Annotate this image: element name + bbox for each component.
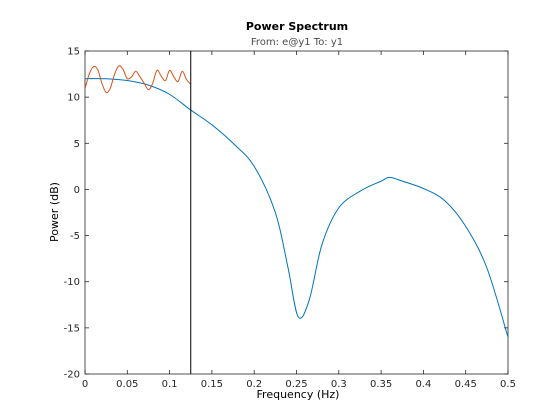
y-tick-label: -15 bbox=[64, 323, 80, 334]
x-tick-label: 0.05 bbox=[116, 379, 138, 390]
x-tick-label: 0.1 bbox=[162, 379, 178, 390]
x-tick-label: 0.45 bbox=[455, 379, 477, 390]
y-axis: 15 10 5 0 -5 -10 -15 -20 bbox=[64, 47, 508, 381]
y-tick-label: 15 bbox=[67, 47, 80, 58]
x-axis: 0 0.05 0.1 0.15 0.2 0.25 0.3 0.35 0.4 0.45 0.5 bbox=[82, 51, 516, 390]
y-tick-label: 0 bbox=[74, 185, 80, 196]
series-line-2 bbox=[84, 65, 192, 94]
series-layer bbox=[84, 65, 509, 338]
y-tick-label: 10 bbox=[67, 93, 80, 104]
chart-subtitle: From: e@y1 To: y1 bbox=[251, 37, 343, 48]
axes-box bbox=[84, 50, 509, 375]
x-tick-label: 0.35 bbox=[370, 379, 392, 390]
x-tick-label: 0.5 bbox=[500, 379, 516, 390]
y-axis-label: Power (dB) bbox=[48, 182, 61, 242]
series-line-1 bbox=[84, 78, 509, 338]
x-tick-label: 0.4 bbox=[415, 379, 431, 390]
x-tick-label: 0.2 bbox=[246, 379, 262, 390]
plot-area[interactable] bbox=[84, 50, 509, 375]
x-tick-label: 0.3 bbox=[331, 379, 347, 390]
y-tick-label: -5 bbox=[70, 231, 80, 242]
x-tick-label: 0 bbox=[82, 379, 88, 390]
x-axis-label: Frequency (Hz) bbox=[257, 388, 340, 401]
chart-title: Power Spectrum bbox=[246, 20, 348, 33]
y-tick-label: -20 bbox=[64, 370, 80, 381]
x-tick-label: 0.25 bbox=[285, 379, 307, 390]
y-tick-label: 5 bbox=[74, 139, 80, 150]
y-tick-label: -10 bbox=[64, 277, 80, 288]
x-tick-label: 0.15 bbox=[201, 379, 223, 390]
